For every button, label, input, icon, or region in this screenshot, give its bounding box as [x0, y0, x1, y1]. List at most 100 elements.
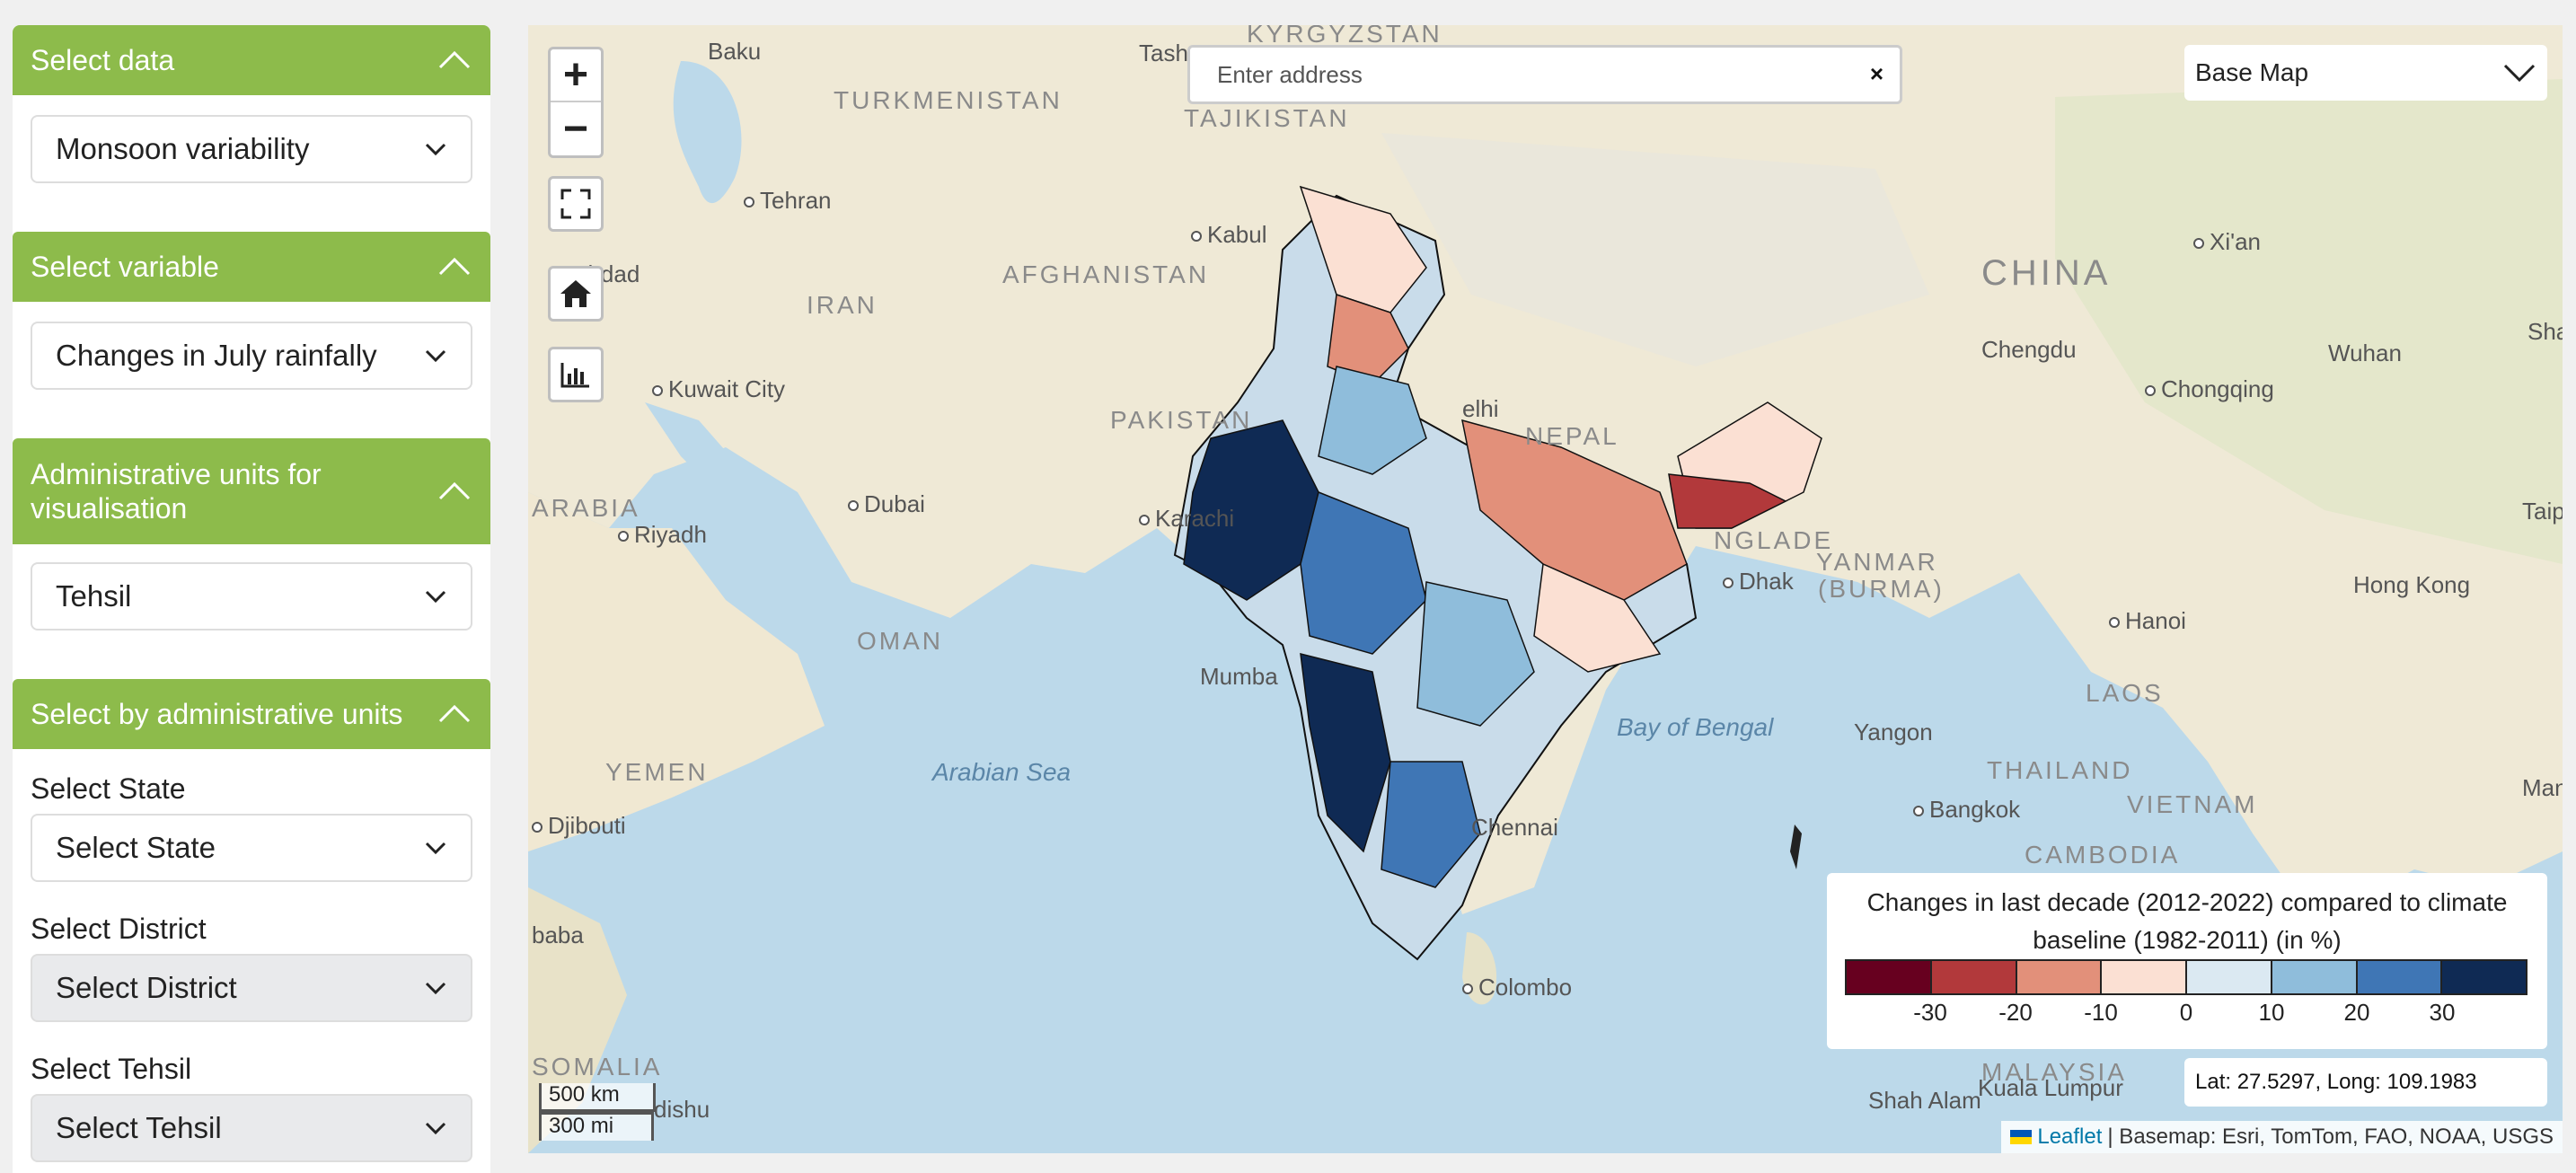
section-header-admin-units[interactable]: Administrative units for visualisation: [13, 438, 490, 544]
map-label-mumbai: Mumba: [1200, 663, 1278, 690]
leaflet-link[interactable]: Leaflet: [2037, 1124, 2103, 1149]
map-label-yangon: Yangon: [1854, 719, 1933, 745]
map-label-dubai: Dubai: [848, 490, 925, 518]
map-label-malaysia: MALAYSIA: [1981, 1058, 2127, 1086]
map-label-oman: OMAN: [857, 627, 943, 655]
home-button[interactable]: [548, 266, 604, 322]
legend-swatch: [2016, 961, 2103, 993]
map-label-afghanistan: AFGHANISTAN: [1002, 260, 1210, 288]
section-title: Select variable: [31, 251, 219, 283]
map-label-chennai: Chennai: [1471, 814, 1558, 841]
chevron-down-icon: [2503, 64, 2536, 83]
map-label-yemen: YEMEN: [605, 758, 709, 786]
tehsil-label: Select Tehsil: [31, 1053, 192, 1085]
section-header-select-variable[interactable]: Select variable: [13, 232, 490, 302]
map-label-arabian-sea: Arabian Sea: [932, 758, 1072, 786]
coordinates-readout: Lat: 27.5297, Long: 109.1983: [2184, 1058, 2547, 1107]
map-label-iran: IRAN: [807, 291, 878, 319]
zoom-control: + −: [548, 47, 604, 158]
select-value: Select District: [56, 971, 237, 1004]
map-label-china: CHINA: [1981, 253, 2112, 293]
legend-swatch: [1847, 961, 1932, 993]
map-label-tajikistan: TAJIKISTAN: [1184, 104, 1350, 132]
scale-mi: 300 mi: [539, 1112, 654, 1141]
zoom-in-button[interactable]: +: [551, 49, 601, 102]
basemap-select[interactable]: Base Map: [2184, 45, 2547, 101]
fullscreen-button[interactable]: [548, 176, 604, 232]
admin-units-select[interactable]: Tehsil: [31, 562, 472, 631]
select-value: Tehsil: [56, 579, 132, 613]
legend-tick-label: 0: [2179, 999, 2193, 1026]
district-select[interactable]: Select District: [31, 954, 472, 1022]
legend-swatch: [2187, 961, 2272, 993]
chevron-up-icon: [438, 481, 471, 500]
chevron-down-icon: [425, 982, 446, 995]
map-label-mogadishu: dishu: [654, 1096, 710, 1123]
data-select[interactable]: Monsoon variability: [31, 115, 472, 183]
legend-color-ramp: [1845, 959, 2527, 995]
basemap-label: Base Map: [2195, 58, 2309, 86]
legend-tick-label: 30: [2429, 999, 2456, 1026]
map-label-bangkok: Bangkok: [1913, 796, 2020, 824]
map-label-myanmar: YANMAR: [1816, 548, 1938, 576]
select-value: Select State: [56, 831, 216, 864]
map-label-xian: Xi'an: [2193, 228, 2261, 256]
bar-chart-icon: [560, 363, 589, 388]
legend-tick-label: -10: [2084, 999, 2118, 1026]
address-search[interactable]: Enter address ×: [1187, 45, 1902, 104]
map-label-kabul: Kabul: [1191, 221, 1267, 249]
map-label-chongqing: Chongqing: [2145, 375, 2274, 403]
search-placeholder: Enter address: [1217, 60, 1363, 88]
map-label-hanoi: Hanoi: [2109, 607, 2186, 635]
select-value: Changes in July rainfally: [56, 339, 377, 372]
clear-search-button[interactable]: ×: [1869, 60, 1883, 87]
map-label-tashkent: Tash: [1139, 40, 1188, 66]
map-label-delhi: elhi: [1462, 395, 1499, 422]
variable-select[interactable]: Changes in July rainfally: [31, 322, 472, 390]
map-label-dhaka: Dhak: [1723, 568, 1794, 595]
chevron-down-icon: [425, 143, 446, 156]
legend-tick-label: 10: [2258, 999, 2285, 1026]
map-label-manila: Manil: [2522, 774, 2563, 801]
section-title: Administrative units for visualisation: [31, 458, 322, 525]
tehsil-select[interactable]: Select Tehsil: [31, 1094, 472, 1162]
basemap-layer: [528, 25, 2563, 1153]
map-label-hongkong: Hong Kong: [2353, 571, 2471, 598]
map-label-baku: Baku: [708, 38, 762, 65]
map-label-cambodia: CAMBODIA: [2025, 841, 2181, 869]
map-label-riyadh: Riyadh: [618, 521, 707, 549]
map-label-turkmenistan: TURKMENISTAN: [834, 86, 1063, 114]
scale-bar: 500 km 300 mi: [539, 1083, 656, 1141]
ukraine-flag-icon: [2010, 1130, 2033, 1144]
map-label-pakistan: PAKISTAN: [1110, 406, 1253, 434]
section-header-select-by-admin[interactable]: Select by administrative units: [13, 679, 490, 749]
section-header-select-data[interactable]: Select data: [13, 25, 490, 95]
map-label-kyrgyzstan: KYRGYZSTAN: [1247, 25, 1442, 48]
chart-button[interactable]: [548, 347, 604, 402]
attribution: Leaflet | Basemap: Esri, TomTom, FAO, NO…: [2001, 1121, 2563, 1153]
map-legend: Changes in last decade (2012-2022) compa…: [1827, 873, 2547, 1049]
map-label-baba: baba: [532, 922, 584, 948]
map-label-bangladesh: NGLADE: [1714, 526, 1834, 554]
state-label: Select State: [31, 772, 186, 805]
chevron-down-icon: [425, 842, 446, 855]
fullscreen-icon: [560, 189, 591, 219]
india-choropleth[interactable]: [1173, 185, 1822, 961]
map-view[interactable]: Baku TURKMENISTAN KYRGYZSTAN Tash TAJIKI…: [528, 25, 2563, 1153]
map-label-burma: (BURMA): [1818, 575, 1945, 603]
zoom-out-button[interactable]: −: [562, 105, 589, 153]
legend-tick-label: 20: [2343, 999, 2370, 1026]
select-value: Select Tehsil: [56, 1111, 222, 1144]
map-label-karachi: Karachi: [1139, 505, 1234, 533]
map-label-shahalam: Shah Alam: [1868, 1087, 1981, 1114]
chevron-down-icon: [425, 349, 446, 363]
map-label-shanghai: Shar: [2527, 318, 2563, 345]
legend-tick-label: -30: [1913, 999, 1947, 1026]
section-title: Select data: [31, 44, 175, 76]
chevron-up-icon: [438, 704, 471, 723]
map-label-nepal: NEPAL: [1525, 422, 1619, 450]
map-label-thailand: THAILAND: [1987, 756, 2133, 784]
map-label-colombo: Colombo: [1462, 974, 1572, 1001]
map-label-taipei: Taip: [2522, 498, 2563, 525]
state-select[interactable]: Select State: [31, 814, 472, 882]
